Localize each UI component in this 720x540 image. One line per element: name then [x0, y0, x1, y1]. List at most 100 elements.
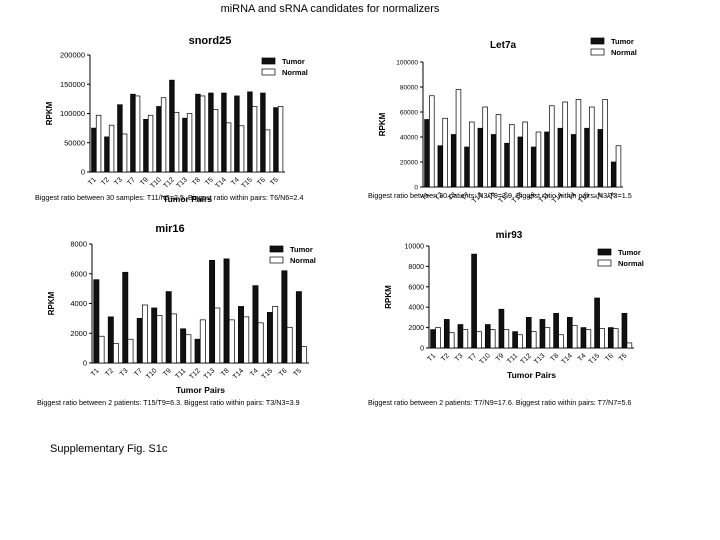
chart-1-normal-bar — [575, 99, 582, 188]
chart-2-x-tick-label: T1 — [90, 367, 101, 378]
chart-1-y-tick-label: 80000 — [400, 85, 418, 92]
chart-2-normal-bar — [185, 334, 192, 364]
chart-0-legend-label-tumor: Tumor — [282, 57, 305, 66]
chart-1-legend-swatch-normal — [590, 48, 605, 56]
chart-0-x-axis-label: Tumor Pairs — [163, 194, 212, 204]
chart-3-normal-bar — [612, 328, 619, 349]
chart-3-tumor-bar — [471, 253, 477, 349]
chart-1-x-tick-label: T8 — [527, 191, 538, 202]
chart-3-normal-bar — [558, 334, 564, 349]
chart-2-normal-bar — [199, 319, 206, 364]
chart-2-normal-bar — [127, 338, 134, 364]
chart-0-tumor-bar — [195, 93, 201, 173]
chart-0-normal-bar — [238, 125, 245, 173]
chart-0-title: snord25 — [189, 35, 232, 47]
chart-3-x-tick-label: T12 — [519, 352, 533, 366]
chart-1-normal-bar — [602, 99, 608, 188]
chart-1-tumor-bar — [610, 161, 617, 188]
chart-1-tumor-bar — [570, 134, 577, 188]
chart-2-x-tick-label: T12 — [188, 367, 202, 381]
chart-2-y-tick-label: 6000 — [70, 269, 87, 278]
chart-2-x-tick-label: T6 — [278, 367, 289, 378]
chart-2-tumor-bar — [266, 312, 273, 364]
chart-3-normal-bar — [517, 334, 523, 349]
chart-2-x-tick-label: T5 — [292, 367, 303, 378]
chart-1-tumor-bar — [490, 134, 497, 188]
chart-3-x-axis-label: Tumor Pairs — [507, 370, 556, 380]
chart-2-y-axis-label: RPKM — [47, 291, 56, 315]
chart-2-tumor-bar — [223, 258, 230, 364]
chart-1-x-tick-label: T5 — [607, 191, 618, 202]
chart-2-normal-bar — [214, 307, 221, 364]
chart-3-legend-swatch-tumor — [597, 248, 612, 256]
chart-1-legend-label-tumor: Tumor — [611, 37, 634, 46]
chart-3-y-tick-label: 8000 — [408, 264, 424, 271]
chart-0-x-tick-label: T13 — [175, 176, 189, 190]
chart-0-x-tick-label: T5 — [269, 176, 280, 187]
chart-1-normal-bar — [615, 145, 622, 188]
caption-snord25: Biggest ratio between 30 samples: T11/N3… — [35, 193, 304, 202]
chart-1-y-tick-label: 20000 — [400, 160, 418, 167]
chart-2-x-tick-label: T3 — [119, 367, 130, 378]
chart-0-normal-bar — [264, 129, 271, 173]
chart-2-x-tick-label: T9 — [162, 367, 173, 378]
chart-3-y-tick-label: 6000 — [408, 284, 424, 291]
caption-mir16: Biggest ratio between 2 patients: T15/T9… — [37, 398, 300, 407]
chart-3-x-tick-label: T8 — [550, 352, 561, 363]
chart-0-x-tick-label: T7 — [126, 176, 137, 187]
chart-0-tumor-bar — [260, 92, 266, 173]
chart-0-y-tick-label: 100000 — [60, 109, 85, 118]
chart-1-tumor-bar — [504, 142, 510, 188]
chart-0-y-axis-label: RPKM — [45, 101, 54, 125]
chart-2-tumor-bar — [295, 291, 302, 364]
chart-3-tumor-bar — [621, 312, 628, 349]
chart-2-y-tick-label: 2000 — [70, 329, 87, 338]
chart-1-normal-bar — [535, 131, 542, 188]
chart-2-tumor-bar — [151, 307, 158, 364]
chart-0-normal-bar — [160, 97, 167, 173]
chart-2-y-tick-label: 8000 — [70, 240, 87, 249]
chart-0-tumor-bar — [221, 92, 227, 173]
chart-0-x-tick-label: T12 — [162, 176, 176, 190]
chart-3-normal-bar — [435, 327, 441, 349]
chart-3-tumor-bar — [443, 319, 450, 349]
chart-1-tumor-bar — [530, 146, 537, 188]
chart-2-tumor-bar — [107, 316, 114, 364]
chart-3-x-tick-label: T15 — [588, 352, 602, 366]
chart-3-legend-swatch-normal — [597, 259, 612, 267]
chart-1-tumor-bar — [424, 119, 430, 188]
chart-1-tumor-bar — [584, 127, 590, 188]
chart-3-normal-bar — [599, 328, 605, 349]
page-title: miRNA and sRNA candidates for normalizer… — [220, 3, 440, 15]
chart-2-tumor-bar — [165, 291, 172, 364]
chart-1-y-axis-label: RPKM — [378, 112, 387, 136]
chart-0-normal-bar — [199, 95, 206, 173]
chart-0-x-tick-label: T4 — [230, 176, 241, 187]
chart-0-x-tick-label: T3 — [113, 176, 124, 187]
chart-0-y-tick-label: 50000 — [64, 138, 85, 147]
chart-2-tumor-bar — [209, 260, 216, 364]
caption-mir93: Biggest ratio between 2 patients: T7/N9=… — [368, 398, 632, 407]
chart-2-x-tick-label: T10 — [145, 367, 159, 381]
chart-3-tumor-bar — [539, 319, 546, 349]
chart-3-tumor-bar — [498, 308, 505, 349]
chart-3-normal-bar — [544, 327, 551, 349]
chart-3-x-tick-label: T13 — [533, 352, 547, 366]
chart-0-x-tick-label: T5 — [204, 176, 215, 187]
chart-0-x-tick-label: T1 — [87, 176, 98, 187]
chart-1-normal-bar — [469, 121, 475, 188]
chart-1-tumor-bar — [450, 134, 457, 188]
chart-1-legend-label-normal: Normal — [611, 48, 637, 57]
caption-let7a: Biggest ratio between 30 patients: N3/T9… — [368, 191, 632, 200]
chart-0-y-tick-label: 150000 — [60, 80, 85, 89]
chart-2-tumor-bar — [93, 279, 100, 364]
chart-2-x-axis-label: Tumor Pairs — [176, 385, 225, 395]
chart-2-x-tick-label: T14 — [232, 367, 246, 381]
supplementary-label: Supplementary Fig. S1c — [50, 443, 168, 455]
chart-1-tumor-bar — [464, 146, 470, 188]
chart-3-y-tick-label: 4000 — [408, 305, 424, 312]
chart-2-x-tick-label: T4 — [249, 367, 260, 378]
chart-2-legend-label-tumor: Tumor — [290, 245, 313, 254]
chart-0-normal-bar — [225, 122, 232, 173]
